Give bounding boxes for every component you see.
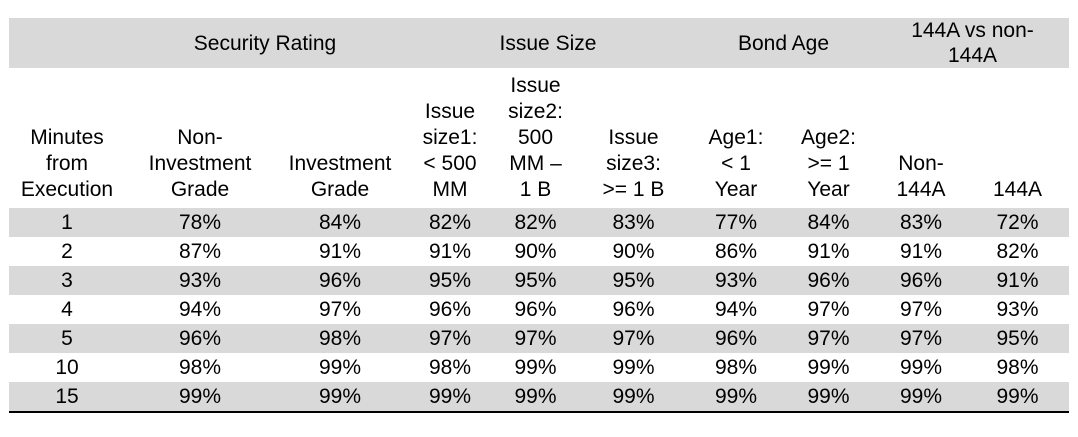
group-header-144a: 144A vs non- 144A: [876, 18, 1069, 68]
value-cell: 96%: [781, 266, 876, 295]
col-header-non-144a: Non- 144A: [876, 68, 966, 208]
value-cell: 96%: [405, 295, 495, 324]
value-cell: 95%: [495, 266, 576, 295]
value-cell: 99%: [275, 382, 405, 413]
col-header-investment-grade: Investment Grade: [275, 68, 405, 208]
col-header-issue-size2: Issue size2: 500 MM – 1 B: [495, 68, 576, 208]
value-cell: 93%: [966, 295, 1069, 324]
minutes-cell: 5: [9, 324, 125, 353]
value-cell: 96%: [876, 266, 966, 295]
value-cell: 94%: [691, 295, 781, 324]
table-row-minute-1: 1 78% 84% 82% 82% 83% 77% 84% 83% 72%: [9, 208, 1069, 237]
value-cell: 99%: [405, 382, 495, 413]
value-cell: 95%: [576, 266, 691, 295]
group-header-row: Security Rating Issue Size Bond Age 144A…: [9, 18, 1069, 68]
table-row-minute-15: 15 99% 99% 99% 99% 99% 99% 99% 99% 99%: [9, 382, 1069, 413]
execution-quality-table: Security Rating Issue Size Bond Age 144A…: [9, 18, 1069, 413]
minutes-cell: 1: [9, 208, 125, 237]
value-cell: 91%: [275, 237, 405, 266]
col-header-non-investment-grade: Non- Investment Grade: [125, 68, 275, 208]
value-cell: 83%: [876, 208, 966, 237]
value-cell: 83%: [576, 208, 691, 237]
value-cell: 97%: [781, 295, 876, 324]
value-cell: 87%: [125, 237, 275, 266]
col-header-issue-size1: Issue size1: < 500 MM: [405, 68, 495, 208]
value-cell: 86%: [691, 237, 781, 266]
value-cell: 99%: [876, 353, 966, 382]
value-cell: 97%: [576, 324, 691, 353]
value-cell: 99%: [576, 353, 691, 382]
value-cell: 90%: [576, 237, 691, 266]
value-cell: 77%: [691, 208, 781, 237]
value-cell: 99%: [781, 382, 876, 413]
value-cell: 90%: [495, 237, 576, 266]
group-header-issue-size: Issue Size: [405, 18, 691, 68]
value-cell: 93%: [691, 266, 781, 295]
value-cell: 99%: [125, 382, 275, 413]
col-header-age1: Age1: < 1 Year: [691, 68, 781, 208]
minutes-cell: 15: [9, 382, 125, 413]
value-cell: 99%: [495, 353, 576, 382]
value-cell: 84%: [781, 208, 876, 237]
value-cell: 99%: [876, 382, 966, 413]
value-cell: 98%: [966, 353, 1069, 382]
value-cell: 97%: [405, 324, 495, 353]
value-cell: 96%: [125, 324, 275, 353]
value-cell: 96%: [576, 295, 691, 324]
value-cell: 82%: [966, 237, 1069, 266]
value-cell: 91%: [781, 237, 876, 266]
value-cell: 99%: [275, 353, 405, 382]
col-header-minutes: Minutes from Execution: [9, 68, 125, 208]
value-cell: 99%: [576, 382, 691, 413]
value-cell: 95%: [966, 324, 1069, 353]
value-cell: 94%: [125, 295, 275, 324]
value-cell: 78%: [125, 208, 275, 237]
minutes-cell: 4: [9, 295, 125, 324]
value-cell: 91%: [966, 266, 1069, 295]
value-cell: 97%: [275, 295, 405, 324]
value-cell: 82%: [405, 208, 495, 237]
minutes-cell: 2: [9, 237, 125, 266]
value-cell: 97%: [876, 324, 966, 353]
value-cell: 96%: [691, 324, 781, 353]
value-cell: 82%: [495, 208, 576, 237]
value-cell: 98%: [125, 353, 275, 382]
col-header-issue-size3: Issue size3: >= 1 B: [576, 68, 691, 208]
value-cell: 99%: [691, 382, 781, 413]
minutes-cell: 3: [9, 266, 125, 295]
value-cell: 97%: [495, 324, 576, 353]
value-cell: 84%: [275, 208, 405, 237]
group-header-security-rating: Security Rating: [125, 18, 405, 68]
table-row-minute-2: 2 87% 91% 91% 90% 90% 86% 91% 91% 82%: [9, 237, 1069, 266]
column-header-row: Minutes from Execution Non- Investment G…: [9, 68, 1069, 208]
value-cell: 98%: [275, 324, 405, 353]
value-cell: 91%: [405, 237, 495, 266]
value-cell: 99%: [495, 382, 576, 413]
value-cell: 96%: [275, 266, 405, 295]
table-row-minute-4: 4 94% 97% 96% 96% 96% 94% 97% 97% 93%: [9, 295, 1069, 324]
table-row-minute-10: 10 98% 99% 98% 99% 99% 98% 99% 99% 98%: [9, 353, 1069, 382]
value-cell: 98%: [691, 353, 781, 382]
value-cell: 72%: [966, 208, 1069, 237]
table-row-minute-5: 5 96% 98% 97% 97% 97% 96% 97% 97% 95%: [9, 324, 1069, 353]
group-header-bond-age: Bond Age: [691, 18, 876, 68]
value-cell: 99%: [781, 353, 876, 382]
value-cell: 95%: [405, 266, 495, 295]
value-cell: 97%: [781, 324, 876, 353]
group-header-spacer: [9, 18, 125, 68]
value-cell: 91%: [876, 237, 966, 266]
value-cell: 97%: [876, 295, 966, 324]
table-row-minute-3: 3 93% 96% 95% 95% 95% 93% 96% 96% 91%: [9, 266, 1069, 295]
minutes-cell: 10: [9, 353, 125, 382]
value-cell: 99%: [966, 382, 1069, 413]
value-cell: 96%: [495, 295, 576, 324]
col-header-144a: 144A: [966, 68, 1069, 208]
col-header-age2: Age2: >= 1 Year: [781, 68, 876, 208]
value-cell: 98%: [405, 353, 495, 382]
value-cell: 93%: [125, 266, 275, 295]
